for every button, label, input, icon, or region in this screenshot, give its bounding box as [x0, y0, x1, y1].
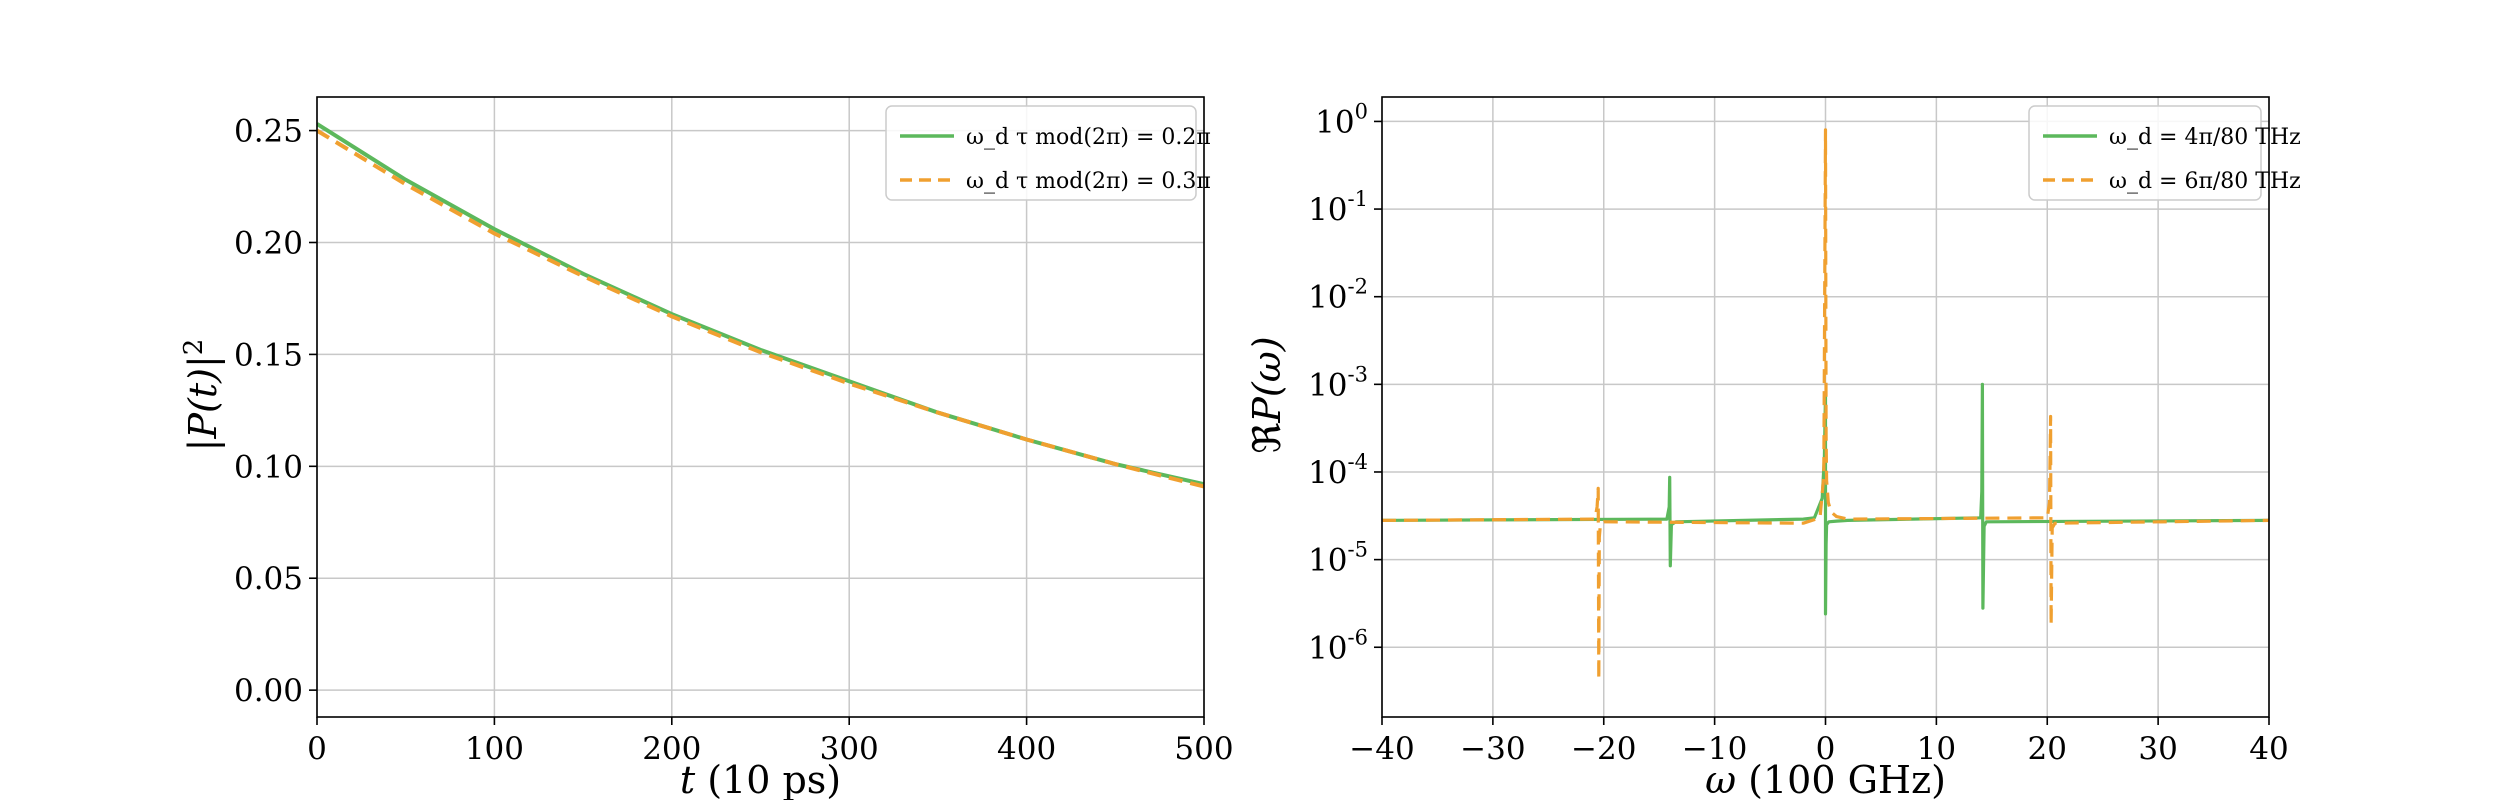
series-line-green	[317, 122, 1204, 487]
y-tick-label: 0.25	[234, 114, 303, 150]
y-tick-label: 10-1	[1308, 187, 1368, 228]
legend-label-orange: ω_d = 6π/80 THz	[2109, 169, 2301, 194]
y-tick-label: 0.20	[234, 225, 303, 261]
panel-right-ylabel: ℜP(ω)	[1245, 336, 1289, 453]
y-tick-label: 0.05	[234, 561, 303, 597]
y-tick-label: 10-5	[1308, 538, 1368, 579]
y-tick-label: 10-2	[1308, 275, 1368, 316]
x-tick-label: −10	[1682, 731, 1747, 767]
panel-left-decay: |P(t)|2 0 100 200 300 400 500 0.00 0.05 0.10 0.15…	[179, 96, 1234, 800]
panel-left-ylabel: |P(t)|2	[179, 339, 225, 452]
x-tick-label: 40	[2249, 731, 2288, 767]
legend-label-green: ω_d τ mod(2π) = 0.2π	[966, 125, 1211, 150]
x-tick-label: 30	[2138, 731, 2177, 767]
series-line-green	[1382, 382, 2269, 616]
legend-box	[885, 105, 1197, 201]
y-tick-label: 10-3	[1308, 362, 1368, 403]
axes-frame	[316, 96, 1205, 718]
y-tick-label: 0.10	[234, 449, 303, 485]
x-tick-label: −30	[1460, 731, 1525, 767]
x-tick-label: 200	[642, 731, 701, 767]
panel-right-spectrum: ℜP(ω) −40 −30 −20 −10 0 10 20 30 40 10-6 10-5 10-4 1…	[1245, 96, 2301, 800]
x-tick-label: 0	[307, 731, 327, 767]
panel-right-xlabel: ω (100 GHz)	[1705, 758, 1946, 800]
y-tick-label: 0.00	[234, 673, 303, 709]
y-tick-label: 10-6	[1308, 625, 1368, 666]
x-tick-label: 500	[1174, 731, 1233, 767]
x-tick-label: 300	[820, 731, 879, 767]
x-tick-label: −20	[1571, 731, 1636, 767]
x-tick-label: 400	[997, 731, 1056, 767]
series-line-orange	[1382, 128, 2269, 682]
x-tick-label: 10	[1917, 731, 1956, 767]
legend-label-green: ω_d = 4π/80 THz	[2109, 125, 2301, 150]
y-tick-label: 100	[1315, 99, 1368, 140]
legend-box	[2028, 105, 2262, 201]
panel-left-xlabel: t (10 ps)	[680, 758, 841, 800]
x-tick-label: 20	[2028, 731, 2067, 767]
y-tick-label: 10-4	[1308, 450, 1368, 491]
series-line-orange	[317, 128, 1204, 489]
legend-label-orange: ω_d τ mod(2π) = 0.3π	[966, 169, 1211, 194]
x-tick-label: −40	[1349, 731, 1414, 767]
x-tick-label: 100	[465, 731, 524, 767]
y-tick-label: 0.15	[234, 337, 303, 373]
x-tick-label: 0	[1816, 731, 1836, 767]
